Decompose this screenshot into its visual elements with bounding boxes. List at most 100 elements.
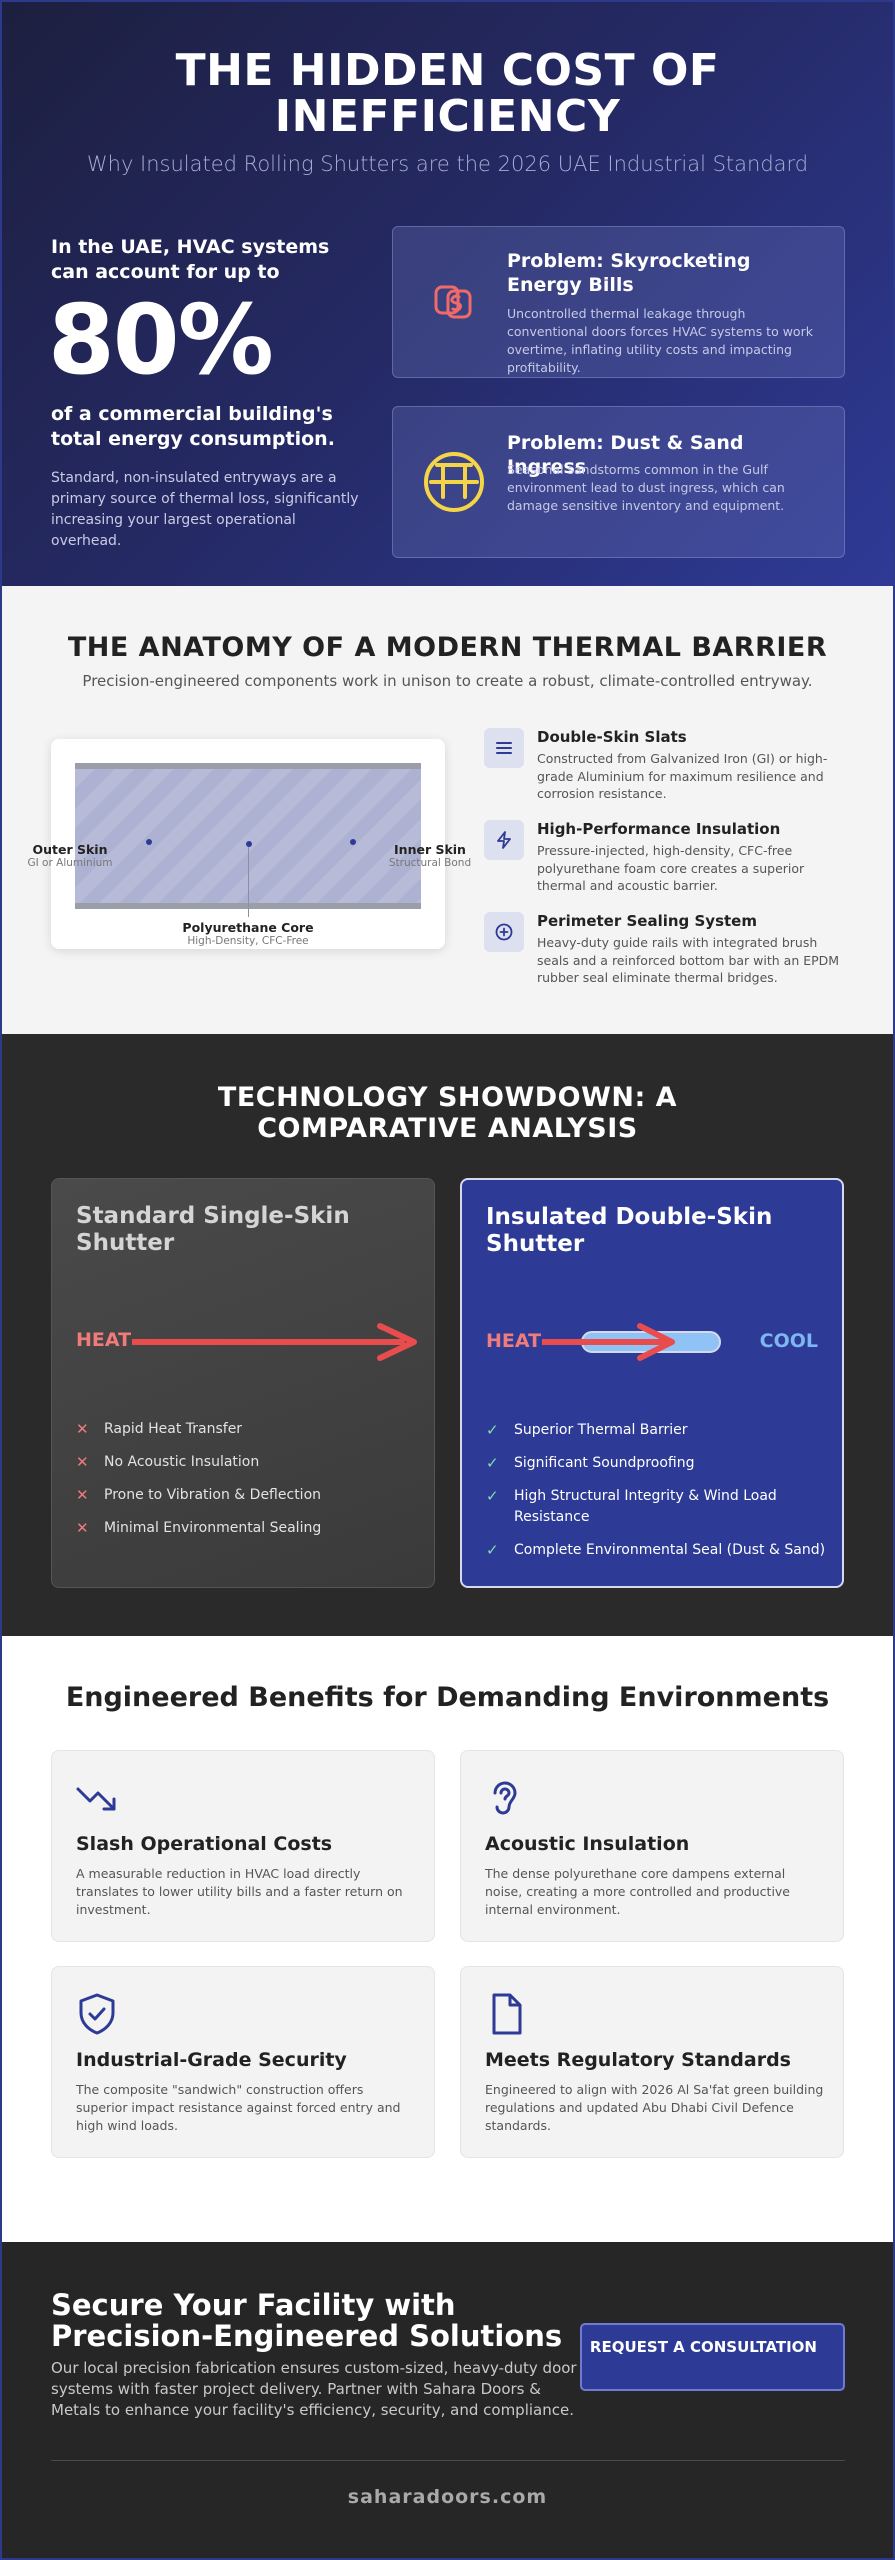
cta-text: Our local precision fabrication ensures …: [51, 2359, 577, 2419]
insulated-list: ✓ Superior Thermal Barrier ✓ Significant S…: [486, 1420, 826, 1573]
outer-skin-title: Outer Skin: [32, 842, 108, 857]
hero-section: THE HIDDEN COST OF INEFFICIENCY Why Insu…: [2, 0, 893, 586]
inner-skin-title: Inner Skin: [394, 842, 466, 857]
trending-down-icon: [74, 1775, 120, 1821]
problem-title: Problem: Dust & Sand Ingress: [507, 432, 744, 478]
benefit-card-acoustic: Acoustic Insulation The dense polyuretha…: [460, 1750, 844, 1942]
heat-label: HEAT: [486, 1330, 542, 1352]
benefits-section: Engineered Benefits for Demanding Enviro…: [2, 1636, 893, 2242]
feature-title: Double-Skin Slats: [537, 728, 687, 746]
inner-skin-sub: Structural Bond: [388, 857, 472, 869]
anatomy-section: THE ANATOMY OF A MODERN THERMAL BARRIER …: [2, 586, 893, 1034]
core-dot: [246, 841, 252, 847]
layers-icon: [484, 728, 524, 768]
cta-section: Secure Your Facility with Precision-Engi…: [2, 2242, 893, 2560]
hero-subtitle: Why Insulated Rolling Shutters are the 2…: [86, 152, 809, 176]
check-icon: ✓: [486, 1541, 499, 1559]
showdown-section: TECHNOLOGY SHOWDOWN: A COMPARATIVE ANALY…: [2, 1034, 893, 1636]
list-item-text: Superior Thermal Barrier: [514, 1422, 688, 1438]
list-item: ✓ Significant Soundproofing: [486, 1453, 826, 1474]
outer-skin-dot: [146, 839, 152, 845]
benefit-title: Meets Regulatory Standards: [485, 2049, 791, 2071]
anatomy-subtitle: Precision-engineered components work in …: [82, 672, 813, 690]
feature-text: Constructed from Galvanized Iron (GI) or…: [537, 751, 828, 801]
list-item-text: Rapid Heat Transfer: [104, 1421, 243, 1437]
check-icon: ✓: [486, 1487, 499, 1505]
problem-card-energy: Problem: Skyrocketing Energy Bills Uncon…: [392, 226, 845, 378]
list-item-text: Minimal Environmental Sealing: [104, 1520, 322, 1536]
list-item: ✕ Minimal Environmental Sealing: [76, 1518, 416, 1539]
benefits-title: Engineered Benefits for Demanding Enviro…: [65, 1682, 830, 1713]
inner-skin-label: Inner Skin Structural Bond: [380, 842, 480, 869]
outer-skin-label: Outer Skin GI or Aluminium: [20, 842, 120, 869]
core-label: Polyurethane Core High-Density, CFC-Free: [148, 920, 348, 947]
money-leak-icon: [419, 267, 489, 337]
insulated-title: Insulated Double-Skin Shutter: [486, 1204, 773, 1257]
problem-text: Seasonal sandstorms common in the Gulf e…: [507, 462, 785, 513]
feature-text: Pressure-injected, high-density, CFC-fre…: [537, 843, 805, 893]
benefit-title: Acoustic Insulation: [485, 1833, 690, 1855]
stat-tail: of a commercial building's total energy …: [51, 403, 335, 450]
problem-title: Problem: Skyrocketing Energy Bills: [507, 250, 751, 296]
core-pointer-line: [248, 847, 249, 917]
list-item-text: High Structural Integrity & Wind Load Re…: [514, 1488, 777, 1525]
benefit-card-costs: Slash Operational Costs A measurable red…: [51, 1750, 435, 1942]
hero-title: THE HIDDEN COST OF INEFFICIENCY: [175, 45, 720, 142]
sandstorm-icon: [419, 447, 489, 517]
benefit-card-standards: Meets Regulatory Standards Engineered to…: [460, 1966, 844, 2158]
x-icon: ✕: [76, 1420, 89, 1438]
showdown-title: TECHNOLOGY SHOWDOWN: A COMPARATIVE ANALY…: [217, 1082, 678, 1144]
slat-diagram: [51, 739, 445, 949]
list-item: ✓ Complete Environmental Seal (Dust & San…: [486, 1540, 826, 1561]
list-item-text: Complete Environmental Seal (Dust & Sand…: [514, 1542, 826, 1558]
request-consultation-button[interactable]: REQUEST A CONSULTATION: [580, 2323, 845, 2391]
check-icon: ✓: [486, 1421, 499, 1439]
check-icon: ✓: [486, 1454, 499, 1472]
feature-title: High-Performance Insulation: [537, 820, 781, 838]
list-item-text: Prone to Vibration & Deflection: [104, 1487, 322, 1503]
stat-lead: In the UAE, HVAC systems can account for…: [51, 236, 330, 283]
cool-label: COOL: [759, 1330, 818, 1352]
stat-value: 80%: [48, 284, 274, 396]
seal-plus-icon: [484, 912, 524, 952]
benefit-card-security: Industrial-Grade Security The composite …: [51, 1966, 435, 2158]
core-title: Polyurethane Core: [182, 920, 314, 935]
problem-text: Uncontrolled thermal leakage through con…: [507, 306, 813, 375]
ear-icon: [483, 1775, 529, 1821]
feature-text: Heavy-duty guide rails with integrated b…: [537, 935, 840, 985]
lightning-icon: [484, 820, 524, 860]
divider: [51, 2460, 845, 2461]
blocked-heat-icon: [542, 1323, 721, 1361]
list-item-text: No Acoustic Insulation: [104, 1454, 260, 1470]
list-item: ✓ Superior Thermal Barrier: [486, 1420, 826, 1441]
standard-title: Standard Single-Skin Shutter: [76, 1203, 350, 1256]
benefit-text: The dense polyurethane core dampens exte…: [485, 1866, 790, 1917]
benefit-text: The composite "sandwich" construction of…: [76, 2082, 401, 2133]
list-item: ✓ High Structural Integrity & Wind Load R…: [486, 1486, 826, 1528]
shield-check-icon: [74, 1991, 120, 2037]
x-icon: ✕: [76, 1453, 89, 1471]
cta-title: Secure Your Facility with Precision-Engi…: [51, 2288, 563, 2353]
feature-title: Perimeter Sealing System: [537, 912, 757, 930]
anatomy-title: THE ANATOMY OF A MODERN THERMAL BARRIER: [67, 632, 828, 663]
core-sub: High-Density, CFC-Free: [187, 935, 309, 947]
standard-shutter-card: Standard Single-Skin Shutter HEAT ✕ Rapid…: [51, 1178, 435, 1588]
benefit-text: Engineered to align with 2026 Al Sa'fat …: [485, 2082, 824, 2133]
problem-card-dust: Problem: Dust & Sand Ingress Seasonal sa…: [392, 406, 845, 558]
website-link[interactable]: saharadoors.com: [347, 2486, 548, 2508]
document-icon: [483, 1991, 529, 2037]
benefit-text: A measurable reduction in HVAC load dire…: [76, 1866, 403, 1917]
heat-arrow-icon: [132, 1323, 417, 1361]
benefit-title: Industrial-Grade Security: [76, 2049, 347, 2071]
x-icon: ✕: [76, 1519, 89, 1537]
list-item-text: Significant Soundproofing: [514, 1455, 695, 1471]
insulated-shutter-card: Insulated Double-Skin Shutter HEAT COOL …: [460, 1178, 844, 1588]
list-item: ✕ Prone to Vibration & Deflection: [76, 1485, 416, 1506]
standard-list: ✕ Rapid Heat Transfer ✕ No Acoustic Insula…: [76, 1419, 416, 1551]
x-icon: ✕: [76, 1486, 89, 1504]
benefit-title: Slash Operational Costs: [76, 1833, 333, 1855]
inner-skin-dot: [350, 839, 356, 845]
list-item: ✕ Rapid Heat Transfer: [76, 1419, 416, 1440]
stat-note: Standard, non-insulated entryways are a …: [51, 470, 359, 549]
outer-skin-sub: GI or Aluminium: [27, 857, 113, 869]
